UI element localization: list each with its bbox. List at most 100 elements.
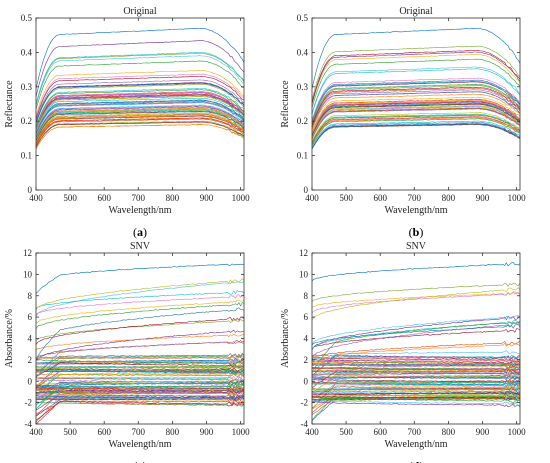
y-tick-label: -4 [301,419,309,429]
series-line [36,353,244,377]
axes-frame [311,17,521,191]
series-line [36,383,244,406]
series-line [36,121,244,148]
series-line [312,396,520,404]
series-line [36,88,244,127]
series-line [312,362,520,367]
x-tick-label: 400 [29,193,43,203]
x-axis-label: Wavelength/nm [108,205,171,216]
series-line [36,93,244,131]
series-line [312,58,520,109]
series-line [36,359,244,366]
series-line [36,99,244,134]
series-line [36,352,244,373]
series-group [36,263,244,424]
series-line [312,27,520,89]
series-line [312,328,520,350]
series-line [36,401,244,407]
series-line [312,324,520,346]
chart-title: SNV [130,241,151,252]
series-line [312,113,520,143]
series-line [36,369,244,376]
series-line [36,368,244,373]
x-tick-label: 700 [408,427,422,437]
y-tick-label: -4 [25,419,33,429]
series-line [312,114,520,144]
series-line [312,369,520,376]
series-line [312,396,520,416]
series-line [312,389,520,394]
series-line [312,85,520,125]
axes-frame [35,17,245,191]
series-line [312,105,520,138]
series-line [312,287,520,321]
series-line [36,334,244,351]
x-tick-label: 500 [339,427,353,437]
series-line [36,40,244,97]
series-line [36,70,244,116]
series-line [36,82,244,123]
series-line [312,51,520,104]
series-line [36,363,244,370]
x-tick-label: 800 [166,427,180,437]
series-line [312,80,520,123]
series-line [36,106,244,139]
series-line [312,367,520,373]
panel-label: (c) [133,459,146,463]
series-line [312,100,520,135]
series-line [36,388,244,394]
series-line [312,87,520,127]
series-line [36,52,244,105]
x-tick-label: 400 [305,193,319,203]
y-tick-label: 2 [304,355,309,365]
series-line [312,315,520,351]
chart-panel-d: 400 500 600 700 800 900 1000 -4 -2 0 2 4 6 8 10 12 SNV Wa… [280,241,526,463]
series-line [36,108,244,140]
x-axis-label: Wavelength/nm [108,439,171,450]
series-line [312,360,520,367]
y-tick-label: 8 [304,291,309,301]
series-line [36,294,244,316]
series-line [36,117,244,146]
series-line [312,315,520,345]
series-line [36,120,244,148]
series-line [312,369,520,388]
series-line [312,375,520,380]
x-tick-label: 400 [29,427,43,437]
x-tick-label: 500 [63,193,77,203]
series-line [312,84,520,125]
series-line [312,391,520,396]
y-tick-label: 0 [304,185,309,195]
series-line [312,350,520,372]
series-line [36,389,244,394]
series-line [36,94,244,131]
series-line [312,105,520,138]
x-tick-label: 900 [200,427,214,437]
series-line [312,68,520,115]
series-line [312,369,520,375]
series-line [312,122,520,148]
x-tick-label: 500 [339,193,353,203]
series-line [312,101,520,136]
series-line [312,340,520,359]
y-tick-label: 10 [23,269,33,279]
series-line [36,361,244,367]
series-line [36,396,244,401]
series-line [312,401,520,408]
series-line [36,82,244,124]
series-line [312,383,520,399]
series-line [36,381,244,410]
series-line [312,102,520,136]
y-tick-label: 0.3 [21,82,33,92]
series-group [312,261,520,422]
y-tick-label: 10 [299,269,309,279]
x-tick-label: 900 [476,427,490,437]
y-tick-label: -2 [25,398,33,408]
series-line [36,113,244,143]
series-line [36,113,244,144]
x-tick-label: 900 [200,193,214,203]
series-line [36,368,244,375]
x-tick-label: 700 [132,427,146,437]
chart-title: Original [399,6,433,17]
y-tick-label: 0.5 [21,13,33,23]
